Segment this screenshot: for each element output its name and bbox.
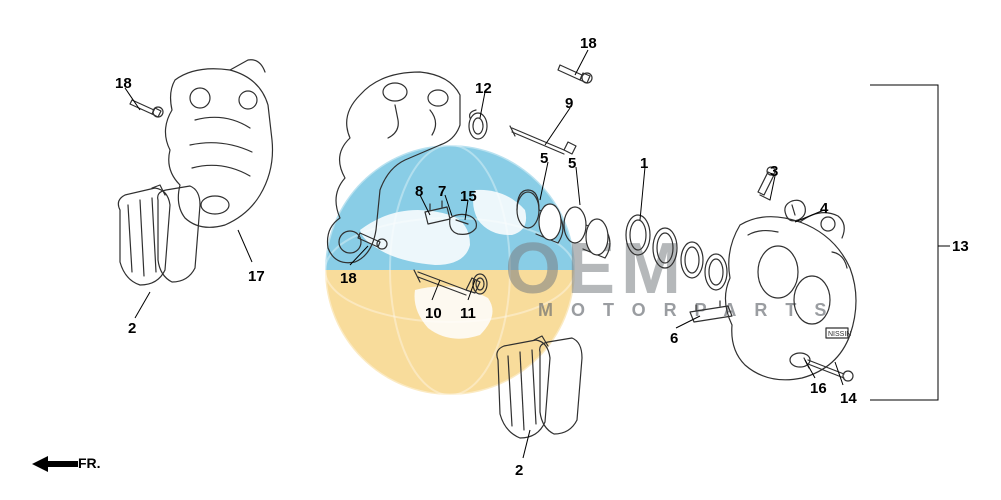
caliper-brand-text: NISSIN [828,331,851,338]
callout-3: 3 [770,163,778,180]
part-17-left-caliper [165,60,272,228]
callout-18b: 18 [580,35,597,52]
callout-6: 6 [670,330,678,347]
part-1-seal-d [705,254,727,290]
part-2-pads-left [118,185,200,285]
part-12-boot [469,110,487,139]
callout-13: 13 [952,238,969,255]
callout-17: 17 [248,268,265,285]
fr-direction-indicator [30,452,120,487]
callout-5a: 5 [540,150,548,167]
fr-label: FR. [78,455,101,471]
callout-14: 14 [840,390,857,407]
callout-2a: 2 [128,320,136,337]
callout-11: 11 [460,305,476,322]
callout-18c: 18 [340,270,357,287]
callout-16: 16 [810,380,827,397]
part-5-piston-b [564,207,610,258]
callout-8: 8 [415,183,423,200]
part-2-pads-lower [497,336,582,438]
callout-4: 4 [820,200,828,217]
part-1-seal-c [681,242,703,278]
part-1-seal-a [626,215,650,255]
caliper-bracket-right [328,72,461,263]
callout-15: 15 [460,188,477,205]
part-10-slide-pin [414,270,480,295]
part-4-bleed-cap [785,200,806,221]
part-7-15-spring [450,214,477,234]
parts-svg: NISSIN [0,0,1001,500]
part-13-caliper-body [725,213,856,380]
callout-5b: 5 [568,155,576,172]
diagram-canvas: OEM MOTORPARTS [0,0,1001,500]
callout-1: 1 [640,155,648,172]
callout-7: 7 [438,183,446,200]
callout-18a: 18 [115,75,132,92]
part-18-bolt-lowerleft [358,233,387,249]
callout-9: 9 [565,95,573,112]
part-1-seal-b [653,228,677,268]
part-11-boot [473,274,487,294]
callout-2b: 2 [515,462,523,479]
callout-10: 10 [425,305,442,322]
part-14-16-pin [804,358,853,381]
callout-12: 12 [475,80,492,97]
